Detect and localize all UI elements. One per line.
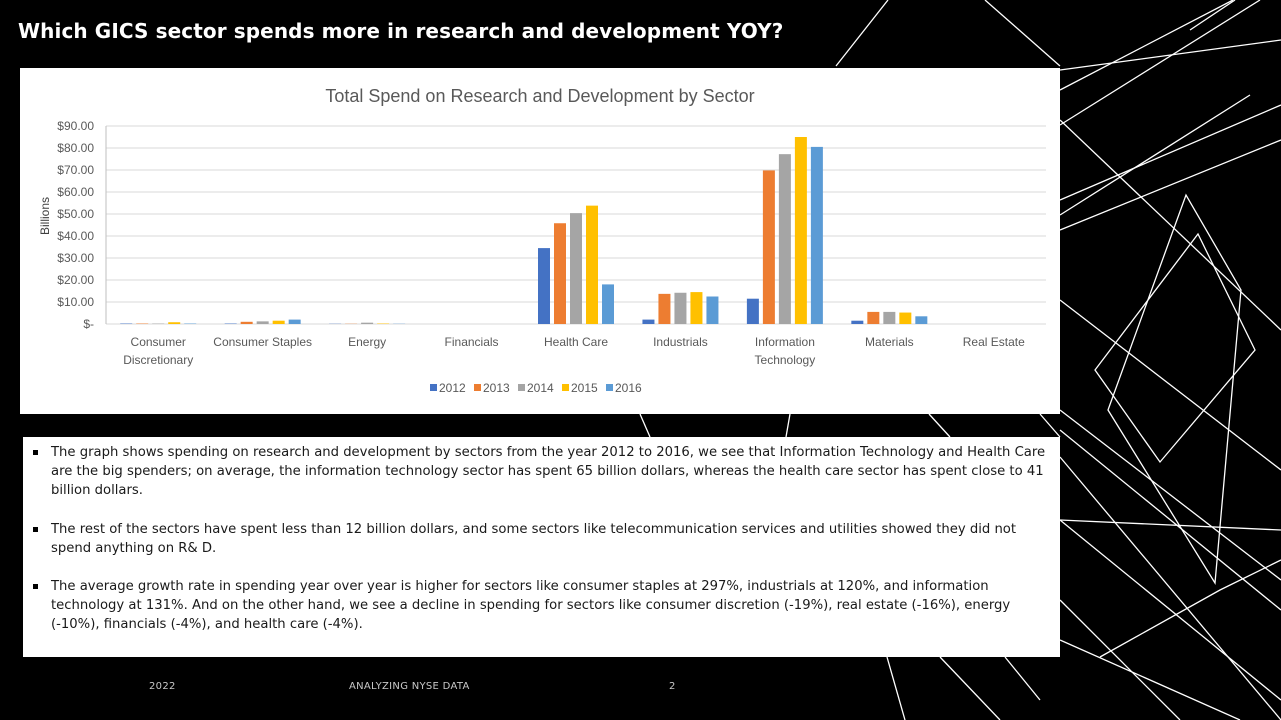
bar-2013 [554,223,566,324]
bar-2012 [851,320,864,324]
category-label: Energy [348,335,386,349]
y-tick-label: $50.00 [57,207,94,221]
chart-title: Total Spend on Research and Development … [325,86,754,106]
bar-2015 [690,292,703,324]
bar-2013 [762,170,775,324]
legend-label-2016: 2016 [615,381,642,395]
y-axis-label: Billions [38,197,52,235]
category-label: Health Care [544,335,608,349]
bar-2016 [288,319,301,324]
footer-page-number: 2 [669,681,676,692]
legend-label-2013: 2013 [483,381,510,395]
legend-swatch-2016 [606,384,613,391]
chart-panel: Total Spend on Research and Development … [20,68,1060,414]
y-tick-label: $80.00 [57,141,94,155]
rd-spend-bar-chart: Total Spend on Research and Development … [38,86,1046,395]
y-tick-labels: $- $10.00 $20.00 $30.00 $40.00 $50.00 $60.00 $7… [57,119,94,331]
legend: 2012 2013 2014 2015 2016 [430,381,642,395]
legend-swatch-2013 [474,384,481,391]
legend-label-2015: 2015 [571,381,598,395]
bullet-3: The average growth rate in spending year… [33,577,1046,635]
category-labels: Consumer Discretionary Consumer Staples Ene… [123,335,1025,367]
bar-2015 [899,312,912,324]
y-tick-label: $40.00 [57,229,94,243]
bar-2013 [240,321,253,324]
bar-2016 [706,296,719,324]
bar-2015 [794,137,807,324]
bar-2016 [602,284,614,324]
bar-2015 [586,205,598,324]
legend-label-2014: 2014 [527,381,554,395]
bars [120,137,928,324]
legend-swatch-2014 [518,384,525,391]
bar-2015 [168,322,181,324]
y-tick-label: $60.00 [57,185,94,199]
bullet-list: The graph shows spending on research and… [23,437,1060,635]
category-label: Information Technology [755,335,816,367]
footer-year: 2022 [149,681,176,692]
y-tick-label: $- [83,317,94,331]
legend-swatch-2015 [562,384,569,391]
bar-2014 [778,154,791,324]
slide-title: Which GICS sector spends more in researc… [18,19,784,43]
category-label: Consumer Staples [213,335,312,349]
bar-2012 [538,248,550,324]
bullet-1: The graph shows spending on research and… [33,443,1046,501]
category-label: Industrials [653,335,708,349]
bar-2014 [883,311,896,324]
category-label: Real Estate [963,335,1025,349]
bar-2016 [915,316,928,324]
bar-2013 [867,311,880,324]
bar-2014 [256,321,269,324]
y-tick-label: $70.00 [57,163,94,177]
y-tick-label: $20.00 [57,273,94,287]
bar-2016 [810,146,823,324]
bullet-2: The rest of the sectors have spent less … [33,520,1046,558]
legend-swatch-2012 [430,384,437,391]
category-label: Financials [445,335,499,349]
y-tick-label: $90.00 [57,119,94,133]
bar-2012 [642,319,655,324]
bar-2014 [674,292,687,324]
bar-2013 [658,293,671,324]
bar-2015 [272,320,285,324]
bar-2014 [570,213,582,324]
footer-topic: ANALYZING NYSE DATA [349,681,470,692]
y-tick-label: $30.00 [57,251,94,265]
bar-2014 [361,322,374,324]
bar-2012 [746,298,759,324]
y-tick-label: $10.00 [57,295,94,309]
legend-label-2012: 2012 [439,381,466,395]
notes-panel: The graph shows spending on research and… [23,437,1060,657]
category-label: Consumer Discretionary [123,335,193,367]
category-label: Materials [865,335,914,349]
